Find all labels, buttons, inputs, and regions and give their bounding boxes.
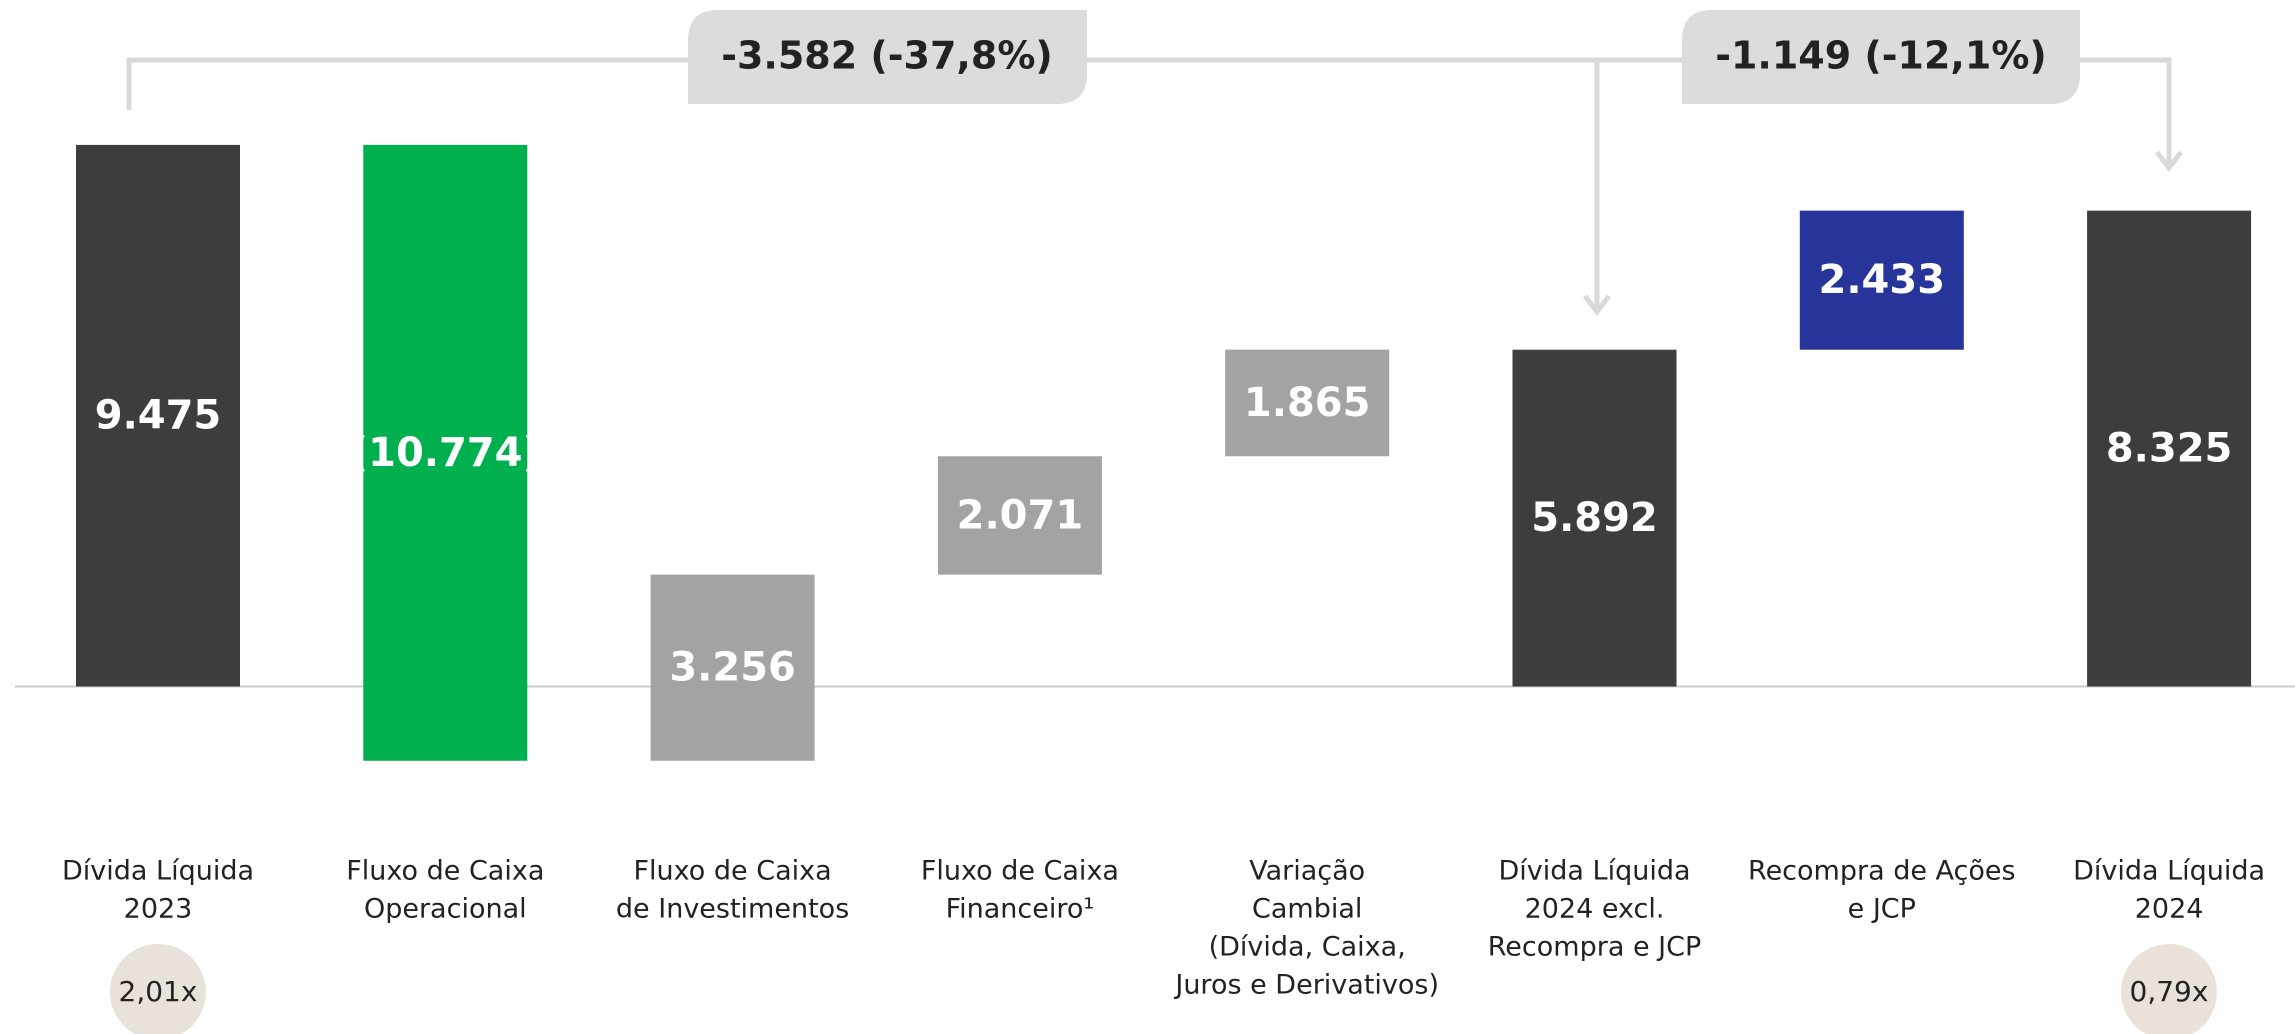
value-label: 8.325 (2106, 426, 2233, 472)
value-label: 2.071 (957, 492, 1084, 538)
category-label: Operacional (364, 894, 527, 925)
bar (76, 144, 240, 687)
value-label: (10.774) (350, 430, 541, 476)
arrow-head (2155, 150, 2183, 173)
value-label: 9.475 (95, 393, 222, 439)
category-label: 2024 excl. (1525, 894, 1665, 925)
value-label: 2.433 (1819, 257, 1946, 303)
bracket-line (126, 57, 2172, 165)
brackets (126, 57, 2183, 317)
category-label: Recompra e JCP (1488, 932, 1701, 963)
category-label: 2024 (2135, 894, 2204, 925)
leverage-label: 0,79x (2130, 975, 2209, 1008)
bar (1225, 349, 1390, 457)
category-label: (Dívida, Caixa, (1209, 932, 1406, 963)
category-label: 2023 (124, 894, 193, 925)
category-label: Fluxo de Caixa (921, 856, 1119, 887)
leverage-badge (110, 944, 206, 1034)
value-label: 5.892 (1531, 495, 1658, 541)
category-label: de Investimentos (616, 894, 849, 925)
value-label: 1.865 (1244, 380, 1371, 426)
category-label: Dívida Líquida (62, 856, 254, 887)
category-label: Dívida Líquida (1498, 856, 1690, 887)
annotation: -3.582 (-37,8%) (721, 34, 1053, 78)
bar (1799, 210, 1964, 350)
bar (363, 144, 528, 761)
category-label: e JCP (1848, 894, 1916, 925)
bar (650, 574, 815, 761)
bar (937, 456, 1102, 575)
annotation-box (688, 10, 1087, 104)
category-label: Fluxo de Caixa (346, 856, 544, 887)
category-label: Variação (1249, 856, 1365, 887)
bar (1512, 349, 1677, 687)
category-label: Dívida Líquida (2073, 856, 2265, 887)
category-label: Fluxo de Caixa (634, 856, 832, 887)
annotation: -1.149 (-12,1%) (1715, 34, 2047, 78)
category-label: Recompra de Ações (1748, 856, 2016, 887)
value-label: 3.256 (669, 645, 796, 691)
leverage-badge (2121, 944, 2217, 1034)
arrow-head (1583, 294, 1611, 317)
category-label: Financeiro¹ (946, 894, 1095, 925)
bar (2087, 210, 2252, 687)
annotation-box (1682, 10, 2080, 104)
category-label: Juros e Derivativos) (1173, 970, 1439, 1001)
leverage-label: 2,01x (119, 975, 198, 1008)
category-label: Cambial (1252, 894, 1362, 925)
